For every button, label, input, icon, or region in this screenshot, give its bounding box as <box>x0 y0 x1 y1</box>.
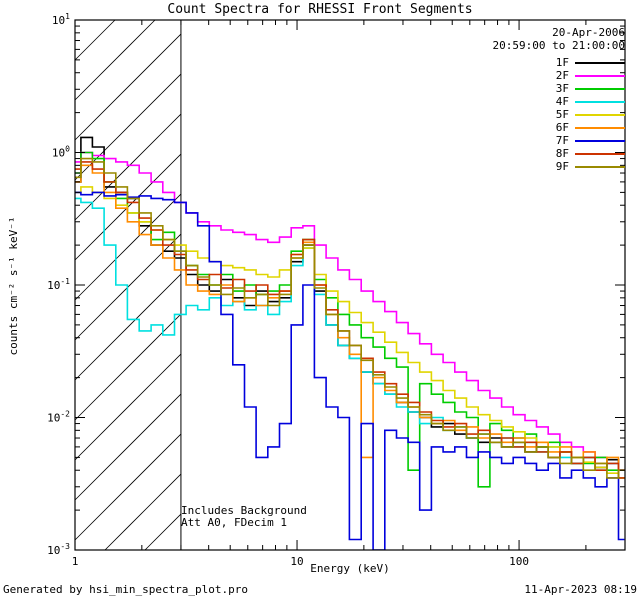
series-2F <box>75 151 625 471</box>
legend-entry-1F: 1F <box>556 56 625 69</box>
legend-swatch-9F <box>575 165 625 168</box>
axis-ticks <box>74 19 625 551</box>
legend-entry-3F: 3F <box>556 82 625 95</box>
annotation-background: Includes Background <box>181 504 307 517</box>
x-axis-label: Energy (keV) <box>310 562 390 575</box>
legend-swatch-2F <box>575 74 625 77</box>
series-9F <box>75 157 625 479</box>
series-group <box>75 136 625 550</box>
y-axis-label: counts cm⁻² s⁻¹ keV⁻¹ <box>7 216 20 356</box>
y-tick-label: 10-3 <box>47 542 70 557</box>
legend-label-9F: 9F <box>555 160 569 173</box>
x-tick-label: 100 <box>509 555 529 568</box>
legend-swatch-4F <box>575 100 625 103</box>
series-7F <box>75 191 625 550</box>
legend-swatch-1F <box>575 61 625 64</box>
x-tick-label: 1 <box>72 555 79 568</box>
x-tick-label: 10 <box>290 555 303 568</box>
legend-entry-7F: 7F <box>556 134 625 147</box>
legend-entry-5F: 5F <box>556 108 625 121</box>
legend-entry-2F: 2F <box>556 69 625 82</box>
legend-label-5F: 5F <box>555 108 569 121</box>
legend-entry-8F: 8F <box>556 147 625 160</box>
legend-label-6F: 6F <box>555 121 569 134</box>
generator-credit: Generated by hsi_min_spectra_plot.pro <box>3 583 249 596</box>
legend-entry-4F: 4F <box>556 95 625 108</box>
chart-title: Count Spectra for RHESSI Front Segments <box>167 2 473 17</box>
y-tick-label: 10-1 <box>47 277 70 292</box>
legend-swatch-7F <box>575 139 625 142</box>
legend: 1F 2F 3F 4F 5F 6F 7F 8F 9F <box>556 56 625 173</box>
legend-swatch-6F <box>575 126 625 129</box>
legend-label-3F: 3F <box>555 82 569 95</box>
legend-label-1F: 1F <box>555 56 569 69</box>
legend-label-4F: 4F <box>555 95 569 108</box>
legend-label-7F: 7F <box>555 134 569 147</box>
observation-date: 20-Apr-2006 <box>552 26 625 39</box>
legend-label-2F: 2F <box>555 69 569 82</box>
legend-swatch-3F <box>575 87 625 90</box>
render-timestamp: 11-Apr-2023 08:19 <box>524 583 637 596</box>
annotation-attenuator: Att A0, FDecim 1 <box>181 516 287 529</box>
legend-swatch-8F <box>575 152 625 155</box>
legend-swatch-5F <box>575 113 625 116</box>
legend-label-8F: 8F <box>555 147 569 160</box>
y-tick-label: 100 <box>52 145 70 160</box>
legend-entry-6F: 6F <box>556 121 625 134</box>
observation-time-range: 20:59:00 to 21:00:00 <box>492 39 625 52</box>
legend-entry-9F: 9F <box>556 160 625 173</box>
y-tick-label: 10-2 <box>47 410 70 425</box>
